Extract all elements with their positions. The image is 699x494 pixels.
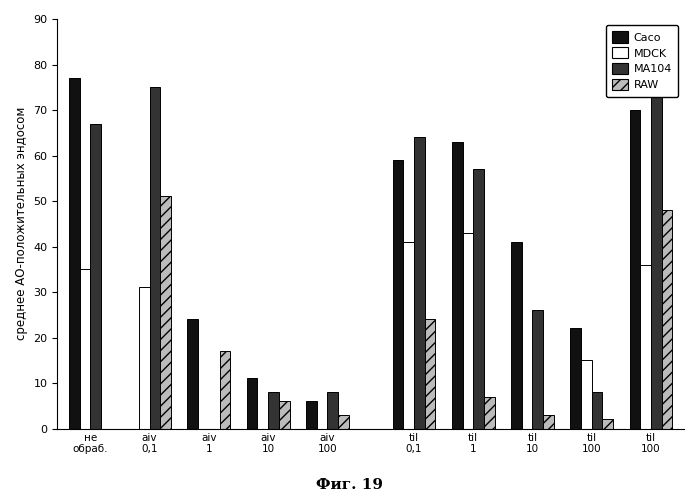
Bar (533, 310, 543, 428)
Bar (570, 329, 581, 428)
Bar (452, 142, 463, 428)
Bar (150, 87, 160, 428)
Bar (403, 242, 414, 428)
Y-axis label: среднее АО-положительных эндосом: среднее АО-положительных эндосом (15, 107, 28, 340)
Bar (219, 351, 230, 428)
Bar (511, 242, 521, 428)
Bar (247, 378, 257, 428)
Bar (338, 415, 349, 428)
Bar (640, 265, 651, 428)
Bar (160, 197, 171, 428)
Bar (581, 360, 592, 428)
Bar (484, 397, 495, 428)
Bar (603, 419, 613, 428)
Bar (592, 392, 603, 428)
Bar (268, 392, 279, 428)
Bar (90, 124, 101, 428)
Bar (424, 319, 435, 428)
Bar (651, 92, 662, 428)
Bar (69, 78, 80, 428)
Text: Фиг. 19: Фиг. 19 (316, 478, 383, 492)
Bar (543, 415, 554, 428)
Bar (80, 269, 90, 428)
Bar (630, 110, 640, 428)
Bar (473, 169, 484, 428)
Bar (306, 401, 317, 428)
Bar (279, 401, 289, 428)
Bar (327, 392, 338, 428)
Bar (139, 288, 150, 428)
Legend: Caco, MDCK, MA104, RAW: Caco, MDCK, MA104, RAW (605, 25, 679, 97)
Bar (463, 233, 473, 428)
Bar (187, 319, 199, 428)
Bar (393, 160, 403, 428)
Bar (414, 137, 424, 428)
Bar (662, 210, 672, 428)
